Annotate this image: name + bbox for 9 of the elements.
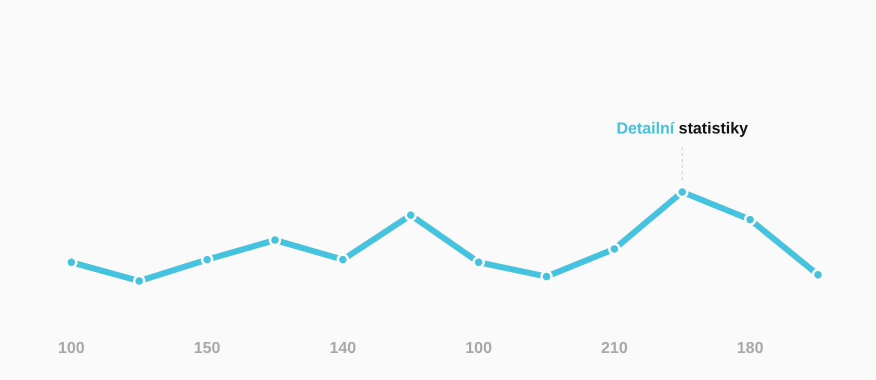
point [608, 242, 621, 256]
x-tick-label: 100 [58, 340, 85, 358]
x-tick-label: 210 [601, 340, 628, 358]
x-tick-label: 150 [194, 340, 221, 358]
x-tick-label: 140 [330, 340, 356, 358]
x-tick-label: 100 [465, 340, 492, 358]
text: Detailní statistiky [616, 120, 748, 138]
point [744, 213, 756, 226]
x-tick-label: 180 [736, 340, 764, 358]
